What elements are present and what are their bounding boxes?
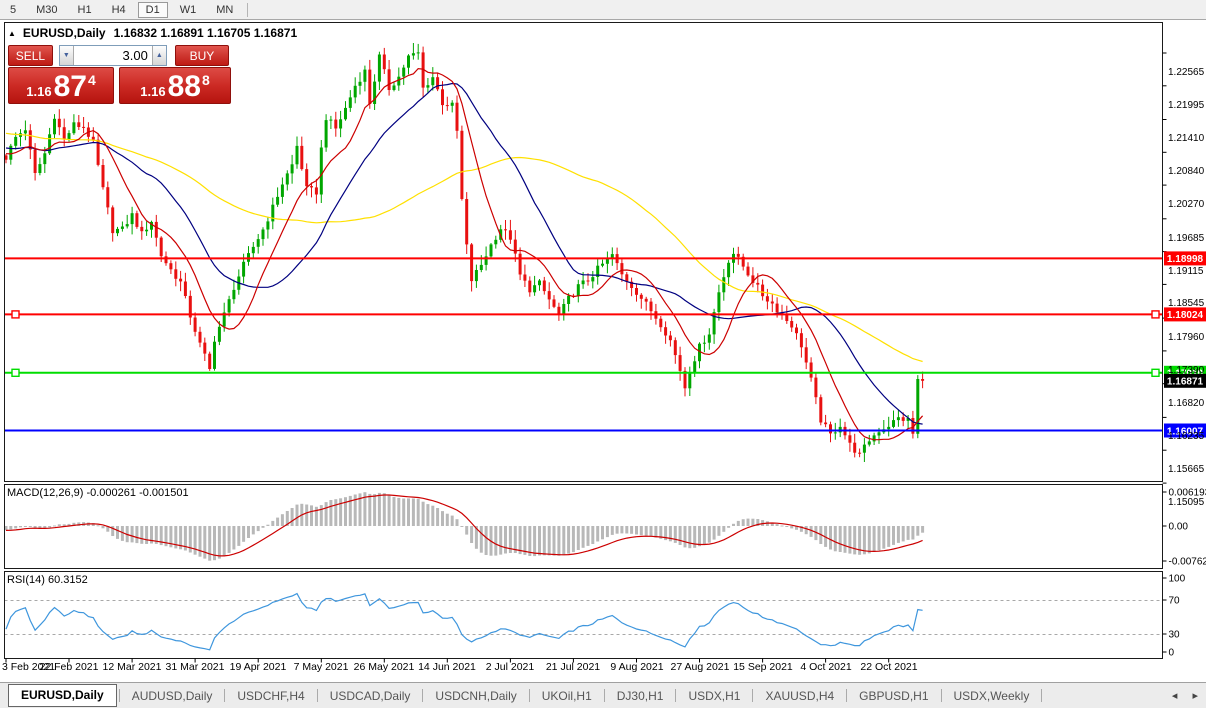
- macd-axis-label: 0.00: [1169, 522, 1189, 533]
- date-axis-label: 9 Aug 2021: [603, 661, 671, 673]
- sell-price-sup: 4: [88, 72, 96, 88]
- rsi-axis-label: 0: [1169, 648, 1175, 659]
- hline-marker[interactable]: [12, 369, 19, 376]
- sell-button[interactable]: SELL: [8, 45, 53, 66]
- tab-usdchf-h4[interactable]: USDCHF,H4: [225, 685, 316, 707]
- price-axis-label: 1.21410: [1168, 133, 1204, 144]
- timeframe-button-H4[interactable]: H4: [104, 3, 134, 17]
- chart-title: ▲ EURUSD,Daily 1.16832 1.16891 1.16705 1…: [8, 26, 297, 40]
- price-axis-label: 1.17960: [1168, 332, 1204, 343]
- volume-increase-icon[interactable]: ▲: [152, 46, 166, 65]
- tab-dj30-h1[interactable]: DJ30,H1: [605, 685, 676, 707]
- volume-input[interactable]: [74, 46, 152, 65]
- timeframe-button-W1[interactable]: W1: [172, 3, 205, 17]
- hline-marker[interactable]: [1152, 311, 1159, 318]
- buy-price-panel[interactable]: 1.16 88 8: [119, 67, 231, 104]
- hline-marker[interactable]: [1152, 369, 1159, 376]
- volume-stepper: ▼ ▲: [59, 45, 167, 66]
- date-axis-label: 22 Feb 2021: [35, 661, 103, 673]
- tab-usdcnh-daily[interactable]: USDCNH,Daily: [423, 685, 528, 707]
- rsi-axis-label: 100: [1169, 574, 1186, 585]
- buy-button[interactable]: BUY: [175, 45, 229, 66]
- tab-eurusd-daily[interactable]: EURUSD,Daily: [8, 684, 117, 707]
- price-axis-label: 1.19685: [1168, 233, 1204, 244]
- price-badge-label: 1.18998: [1167, 254, 1204, 265]
- sell-price-panel[interactable]: 1.16 87 4: [8, 67, 114, 104]
- price-axis-label: 1.21995: [1168, 100, 1204, 111]
- tab-xauusd-h4[interactable]: XAUUSD,H4: [753, 685, 846, 707]
- date-axis-label: 4 Oct 2021: [792, 661, 860, 673]
- date-axis-label: 12 Mar 2021: [98, 661, 166, 673]
- date-axis-label: 22 Oct 2021: [855, 661, 923, 673]
- buy-price-prefix: 1.16: [140, 84, 165, 99]
- date-axis-label: 27 Aug 2021: [666, 661, 734, 673]
- ohlc-values: 1.16832 1.16891 1.16705 1.16871: [114, 26, 298, 40]
- price-axis-label: 1.20270: [1168, 199, 1204, 210]
- buy-price-big: 88: [168, 72, 201, 102]
- tab-usdcad-daily[interactable]: USDCAD,Daily: [318, 685, 423, 707]
- price-axis-label: 1.15095: [1168, 497, 1204, 508]
- symbol-period-label: EURUSD,Daily: [23, 26, 106, 40]
- rsi-axis-label: 30: [1169, 630, 1181, 641]
- price-axis-label: 1.16235: [1168, 431, 1204, 442]
- chart-window: 1.189981.180241.170101.160071.168710.006…: [0, 20, 1206, 682]
- chart-canvas: 1.189981.180241.170101.160071.168710.006…: [0, 20, 1206, 682]
- date-axis-label: 31 Mar 2021: [161, 661, 229, 673]
- tab-scroll-right-icon[interactable]: ▸: [1192, 690, 1198, 702]
- volume-decrease-icon[interactable]: ▼: [60, 46, 74, 65]
- price-axis-label: 1.20840: [1168, 166, 1204, 177]
- date-axis-label: 15 Sep 2021: [729, 661, 797, 673]
- timeframe-button-MN[interactable]: MN: [208, 3, 241, 17]
- tab-usdx-h1[interactable]: USDX,H1: [676, 685, 752, 707]
- sell-price-prefix: 1.16: [26, 84, 51, 99]
- buy-price-sup: 8: [202, 72, 210, 88]
- date-axis-label: 19 Apr 2021: [224, 661, 292, 673]
- toolbar-separator: [247, 3, 248, 17]
- collapse-triangle-icon[interactable]: ▲: [8, 29, 16, 38]
- timeframe-button-M30[interactable]: M30: [28, 3, 65, 17]
- tab-scroll-left-icon[interactable]: ◂: [1172, 690, 1178, 702]
- tab-usdx-weekly[interactable]: USDX,Weekly: [942, 685, 1042, 707]
- macd-indicator-label: MACD(12,26,9) -0.000261 -0.001501: [7, 487, 189, 499]
- price-axis-label: 1.17390: [1168, 365, 1204, 376]
- tab-nav: ◂ ▸: [1160, 689, 1198, 702]
- price-axis-label: 1.22565: [1168, 67, 1204, 78]
- timeframe-button-H1[interactable]: H1: [70, 3, 100, 17]
- date-axis-label: 26 May 2021: [350, 661, 418, 673]
- macd-axis-label: -0.00762: [1169, 557, 1206, 568]
- one-click-trading-panel: SELL ▼ ▲ BUY 1.16 87 4 1.16 88 8: [8, 45, 229, 102]
- tab-gbpusd-h1[interactable]: GBPUSD,H1: [847, 685, 940, 707]
- tab-audusd-daily[interactable]: AUDUSD,Daily: [120, 685, 225, 707]
- rsi-axis-label: 70: [1169, 596, 1181, 607]
- date-axis-label: 14 Jun 2021: [413, 661, 481, 673]
- price-axis-label: 1.18545: [1168, 298, 1204, 309]
- timeframe-button-5[interactable]: 5: [2, 3, 24, 17]
- price-badge-label: 1.16871: [1167, 377, 1204, 388]
- date-axis-label: 7 May 2021: [287, 661, 355, 673]
- hline-marker[interactable]: [12, 311, 19, 318]
- price-axis-label: 1.19115: [1168, 266, 1203, 277]
- timeframe-button-D1[interactable]: D1: [138, 2, 168, 18]
- tab-ukoil-h1[interactable]: UKOil,H1: [530, 685, 604, 707]
- price-axis-label: 1.16820: [1168, 398, 1204, 409]
- price-axis-label: 1.15665: [1168, 464, 1204, 475]
- price-badge-label: 1.18024: [1167, 310, 1204, 321]
- date-axis-label: 21 Jul 2021: [539, 661, 607, 673]
- date-axis-label: 2 Jul 2021: [476, 661, 544, 673]
- rsi-indicator-label: RSI(14) 60.3152: [7, 574, 88, 586]
- sell-price-big: 87: [54, 72, 87, 102]
- tab-separator: [1041, 689, 1042, 702]
